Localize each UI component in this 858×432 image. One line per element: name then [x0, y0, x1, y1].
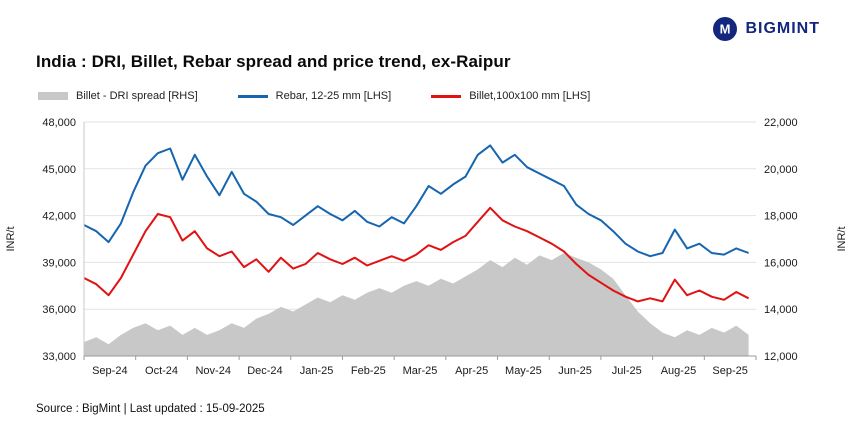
x-axis-tick-label: Jan-25: [300, 365, 334, 377]
left-axis-title: INR/t: [5, 226, 17, 251]
legend-item-billet: Billet,100x100 mm [LHS]: [431, 90, 590, 102]
right-axis-tick-label: 18,000: [764, 211, 798, 223]
legend-item-spread: Billet - DRI spread [RHS]: [38, 90, 198, 102]
x-axis-tick-label: Nov-24: [195, 365, 230, 377]
rebar-line: [83, 144, 749, 258]
legend-label-rebar: Rebar, 12-25 mm [LHS]: [275, 90, 392, 102]
x-axis-tick-label: Dec-24: [247, 365, 282, 377]
x-axis-tick-label: Aug-25: [661, 365, 696, 377]
billet-line-swatch: [431, 94, 462, 98]
x-axis-tick-label: Mar-25: [403, 365, 438, 377]
left-axis-tick-label: 36,000: [42, 304, 76, 316]
left-axis-tick-label: 42,000: [42, 211, 76, 223]
chart-title: India : DRI, Billet, Rebar spread and pr…: [36, 52, 511, 71]
price-chart-svg: 33,000 12,000 36,000 14,000 39,000 16,000 42,0…: [5, 117, 848, 377]
x-axis-tick-label: Jul-25: [612, 365, 642, 377]
left-axis-tick-label: 33,000: [42, 351, 76, 363]
left-axis-tick-label: 45,000: [42, 164, 76, 176]
spread-area: [84, 253, 749, 356]
bigmint-logo: M BIGMINT: [712, 16, 820, 42]
left-axis-tick-label: 39,000: [42, 257, 76, 269]
right-axis-tick-label: 14,000: [764, 304, 798, 316]
chart-area: 33,000 12,000 36,000 14,000 39,000 16,000 42,0…: [0, 106, 858, 403]
legend: Billet - DRI spread [RHS] Rebar, 12-25 m…: [38, 90, 590, 102]
source-note: Source : BigMint | Last updated : 15-09-…: [36, 403, 265, 415]
logo-text: BIGMINT: [745, 20, 820, 37]
legend-label-spread: Billet - DRI spread [RHS]: [76, 90, 198, 102]
x-axis-tick-label: Sep-24: [92, 365, 127, 377]
x-axis-tick-label: Feb-25: [351, 365, 386, 377]
rebar-line-swatch: [237, 94, 268, 98]
billet-line: [83, 206, 750, 303]
logo-circle: [713, 17, 738, 41]
legend-label-billet: Billet,100x100 mm [LHS]: [469, 90, 591, 102]
spread-area-swatch: [38, 92, 68, 100]
x-axis-tick-label: Apr-25: [455, 365, 488, 377]
right-axis-title: INR/t: [836, 226, 848, 251]
right-axis-tick-label: 20,000: [764, 164, 798, 176]
svg-text:M: M: [720, 22, 731, 37]
x-axis-tick-label: Sep-25: [712, 365, 747, 377]
x-axis-tick-label: Jun-25: [558, 365, 592, 377]
right-axis-tick-label: 16,000: [764, 257, 798, 269]
right-axis-tick-label: 22,000: [764, 117, 798, 129]
x-axis-tick-label: Oct-24: [145, 365, 178, 377]
left-axis-tick-label: 48,000: [42, 117, 76, 129]
x-axis-tick-label: May-25: [505, 365, 542, 377]
right-axis-tick-label: 12,000: [764, 351, 798, 363]
legend-item-rebar: Rebar, 12-25 mm [LHS]: [237, 90, 392, 102]
bigmint-logo-icon: M: [713, 17, 738, 41]
